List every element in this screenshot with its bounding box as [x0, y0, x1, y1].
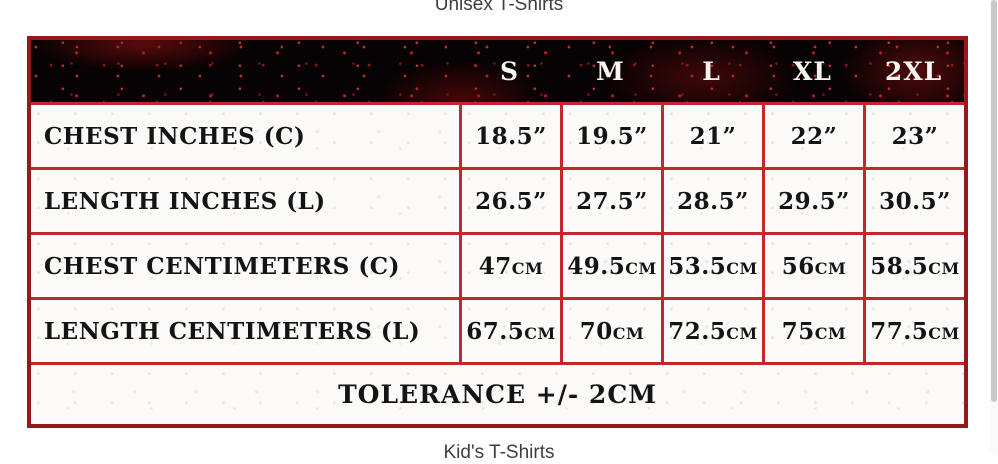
row-label-length-cm: LENGTH CENTIMETERS (L)	[31, 300, 459, 362]
column-header-2xl: 2XL	[884, 56, 943, 86]
chest-cm-s: 47cm	[462, 235, 560, 297]
vertical-scrollbar-thumb[interactable]	[991, 0, 997, 402]
tolerance-note: TOLERANCE +/- 2CM	[31, 365, 964, 424]
length-cm-xl: 75cm	[765, 300, 863, 362]
chest-cm-l: 53.5cm	[664, 235, 762, 297]
chest-inches-l: 21”	[664, 105, 762, 167]
length-inches-m: 27.5”	[563, 170, 661, 232]
row-label-chest-cm: CHEST CENTIMETERS (C)	[31, 235, 459, 297]
length-cm-s: 67.5cm	[462, 300, 560, 362]
chest-cm-2xl: 58.5cm	[866, 235, 964, 297]
length-cm-m: 70cm	[563, 300, 661, 362]
row-label-length-inches: LENGTH INCHES (L)	[31, 170, 459, 232]
length-cm-2xl: 77.5cm	[866, 300, 964, 362]
column-header-l: L	[702, 56, 721, 86]
length-inches-xl: 29.5”	[765, 170, 863, 232]
length-inches-s: 26.5”	[462, 170, 560, 232]
column-header-s: S	[499, 56, 520, 86]
column-header-m: M	[596, 56, 625, 86]
length-inches-2xl: 30.5”	[866, 170, 964, 232]
column-header-xl: XL	[793, 56, 832, 86]
chest-cm-m: 49.5cm	[563, 235, 661, 297]
page: Unisex T-Shirts S M L XL 2XL CHEST INCHE…	[27, 0, 998, 463]
vertical-scrollbar-track[interactable]	[990, 0, 998, 454]
header-spacer-cell	[31, 40, 459, 102]
unisex-size-chart-table: S M L XL 2XL CHEST INCHES (C) 18.5” 19.5…	[27, 36, 968, 428]
size-chart-header-row: S M L XL 2XL	[31, 40, 964, 102]
chest-inches-xl: 22”	[765, 105, 863, 167]
chest-cm-xl: 56cm	[765, 235, 863, 297]
chest-inches-2xl: 23”	[866, 105, 964, 167]
section-title-kids: Kid's T-Shirts	[443, 442, 555, 463]
row-label-chest-inches: CHEST INCHES (C)	[31, 105, 459, 167]
length-cm-l: 72.5cm	[664, 300, 762, 362]
chest-inches-s: 18.5”	[462, 105, 560, 167]
length-inches-l: 28.5”	[664, 170, 762, 232]
chest-inches-m: 19.5”	[563, 105, 661, 167]
section-title-unisex: Unisex T-Shirts	[434, 0, 564, 15]
